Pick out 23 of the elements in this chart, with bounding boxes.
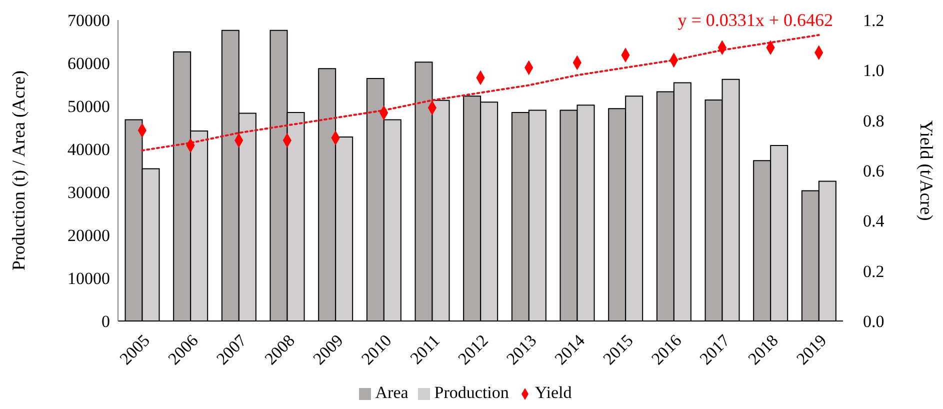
y2-tick-label: 0.2 [863, 262, 884, 281]
y-tick-label: 10000 [68, 269, 110, 288]
y-tick-label: 40000 [68, 140, 110, 160]
y2-tick-label: 0.4 [863, 212, 885, 231]
y-tick-label: 70000 [68, 11, 110, 30]
y-tick-label: 60000 [68, 54, 110, 74]
y2-tick-label: 1.0 [863, 61, 884, 80]
annotation: y = 0.0331x + 0.6462 [678, 10, 833, 31]
y-tick-label: 30000 [68, 183, 110, 202]
y-axis-title: Production (t) / Area (Acre) [8, 70, 28, 270]
y2-tick-label: 1.2 [863, 11, 884, 30]
line-series [141, 34, 820, 152]
y2-axis-title: Yield (t/Acre) [916, 120, 937, 221]
legend-label: Yield [534, 383, 572, 402]
y-tick-label: 20000 [68, 226, 110, 246]
y2-tick-label: 0.0 [863, 312, 884, 332]
y-tick-label: 50000 [68, 97, 110, 116]
x-tick-label: 2011 [406, 330, 444, 368]
y2-tick-label: 0.6 [863, 162, 884, 181]
legend-label: Production [434, 383, 509, 402]
legend-label: Area [375, 383, 408, 402]
y-tick-label: 0 [102, 312, 110, 332]
y2-tick-label: 0.8 [863, 111, 884, 130]
